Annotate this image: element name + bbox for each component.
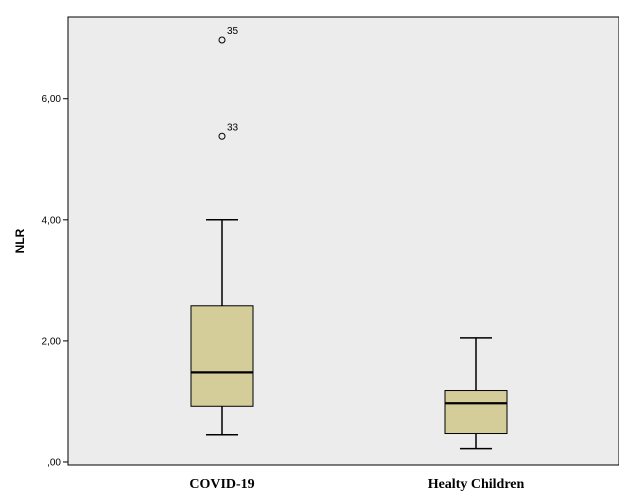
box-covid-19: 35 33 bbox=[190, 26, 254, 436]
plot-area bbox=[67, 16, 619, 466]
y-tick-label: ,00 bbox=[47, 457, 61, 468]
iqr-box bbox=[444, 390, 508, 435]
x-axis-labels: COVID-19 Healty Children bbox=[189, 477, 524, 492]
x-category-label: Healty Children bbox=[428, 477, 525, 492]
box-healty-children bbox=[444, 337, 508, 450]
iqr-box bbox=[190, 305, 254, 407]
outlier-point bbox=[218, 36, 226, 44]
outlier-label: 33 bbox=[227, 122, 239, 133]
x-category-label: COVID-19 bbox=[189, 477, 254, 492]
box-series: 35 33 bbox=[190, 26, 508, 450]
y-tick-label: 4,00 bbox=[42, 215, 62, 226]
y-tick-label: 2,00 bbox=[42, 336, 62, 347]
outlier-label: 35 bbox=[227, 26, 239, 37]
y-axis-title: NLR bbox=[13, 228, 27, 253]
y-tick-label: 6,00 bbox=[42, 94, 62, 105]
outlier-point bbox=[218, 132, 226, 140]
y-axis: ,00 2,00 4,00 6,00 bbox=[42, 94, 68, 468]
